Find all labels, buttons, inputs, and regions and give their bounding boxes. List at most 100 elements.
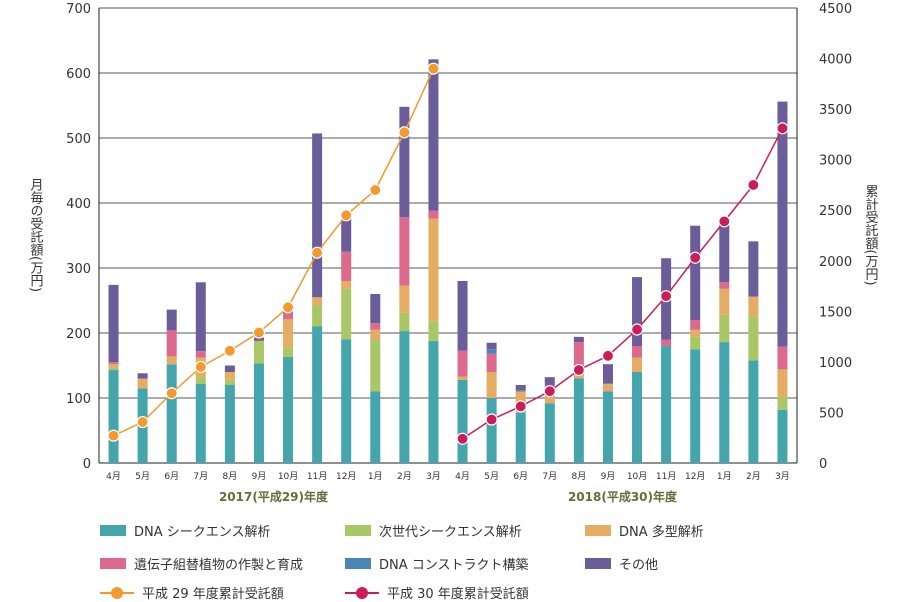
y-left-tick-label: 300 [66, 262, 91, 277]
bar-segment [108, 362, 119, 365]
bar-segment [224, 379, 235, 385]
x-tick-label: 5月 [484, 471, 499, 482]
x-tick-label: 11月 [307, 471, 327, 482]
y-right-tick-label: 4000 [819, 53, 852, 68]
bar-segment [690, 336, 701, 350]
bar-segment [457, 376, 468, 380]
bar-segment [253, 363, 264, 463]
bar-segment [108, 284, 119, 363]
cumulative-point [427, 62, 440, 75]
bar-segment [428, 340, 439, 463]
x-tick-label: 8月 [572, 471, 587, 482]
x-tick-label: 4月 [455, 471, 470, 482]
x-tick-label: 2月 [746, 471, 761, 482]
cumulative-point [776, 122, 789, 135]
bar-segment [166, 330, 177, 357]
y-left-tick-label: 700 [66, 2, 91, 17]
cumulative-point [311, 246, 324, 259]
bar-segment [573, 374, 584, 379]
bar-segment [719, 314, 730, 343]
bar-segment [515, 385, 526, 391]
cumulative-point [369, 183, 382, 197]
bar-segment [632, 372, 643, 463]
y-left-axis-title: 月毎の受託額(万円) [28, 178, 44, 292]
bar-segment [253, 337, 264, 341]
bar-segment [486, 372, 497, 398]
x-tick-label: 8月 [223, 471, 238, 482]
y-right-tick-label: 500 [819, 406, 844, 421]
bar-segment [341, 339, 352, 463]
bar-segment [544, 403, 555, 463]
cumulative-point [456, 432, 469, 445]
cumulative-point [514, 400, 527, 413]
cumulative-point [194, 360, 207, 374]
fiscal-year-label: 2017(平成29)年度 [219, 489, 329, 504]
cumulative-point [718, 215, 731, 228]
bar-segment [777, 101, 788, 347]
bar-segment [690, 225, 701, 320]
bar-segment [515, 412, 526, 463]
x-tick-label: 2月 [397, 471, 412, 482]
bar-segment [166, 309, 177, 331]
bar-segment [748, 241, 759, 297]
y-right-tick-label: 3000 [819, 154, 852, 169]
x-tick-label: 12月 [336, 471, 356, 482]
bar-segment [312, 133, 323, 298]
x-tick-label: 3月 [775, 471, 790, 482]
bar-segment [573, 378, 584, 463]
bar-segment [195, 282, 206, 352]
bar-segment [777, 369, 788, 397]
cumulative-point [689, 251, 702, 264]
bar-segment [399, 331, 410, 463]
bar-segment [777, 409, 788, 463]
cumulative-line [113, 68, 435, 437]
cumulative-point [398, 126, 411, 139]
x-tick-label: 5月 [135, 471, 150, 482]
bar-segment [748, 296, 759, 317]
bar-segment [719, 342, 730, 463]
bar-segment [283, 312, 294, 320]
bar-segment [719, 223, 730, 283]
bar-segment [486, 353, 497, 372]
bar-segment [573, 336, 584, 343]
x-tick-label: 10月 [627, 471, 647, 482]
x-tick-label: 6月 [164, 471, 179, 482]
cumulative-point [601, 349, 615, 362]
x-tick-label: 9月 [252, 471, 267, 482]
cumulative-point [165, 387, 178, 400]
cumulative-point [543, 385, 556, 398]
bar-segment [399, 285, 410, 313]
bar-segment [108, 364, 119, 368]
bar-segment [632, 357, 643, 372]
x-tick-label: 7月 [542, 471, 557, 482]
bar-segment [602, 364, 613, 384]
bar-segment [195, 377, 206, 384]
x-tick-label: 10月 [278, 471, 298, 482]
bar-segment [283, 347, 294, 358]
cumulative-point [485, 413, 498, 426]
bar-segment [341, 281, 352, 289]
cumulative-point [572, 363, 585, 377]
cumulative-point [136, 415, 149, 429]
y-left-tick-label: 0 [83, 457, 91, 472]
bar-segment [399, 106, 410, 218]
bar-segment [690, 349, 701, 463]
x-tick-label: 4月 [106, 471, 121, 482]
y-right-tick-label: 1500 [819, 305, 852, 320]
bar-segment [457, 281, 468, 351]
bar-segment [312, 297, 323, 306]
x-tick-label: 9月 [601, 471, 616, 482]
bar-segment [370, 391, 381, 463]
cumulative-point [107, 429, 120, 442]
bar-segment [399, 312, 410, 332]
bar-segment [224, 365, 235, 372]
bar-segment [166, 364, 177, 463]
cumulative-point [660, 290, 673, 303]
bar-segment [690, 320, 701, 330]
y-left-tick-label: 400 [66, 197, 91, 212]
cumulative-point [747, 178, 760, 192]
bar-segment [457, 350, 468, 377]
bar-segment [195, 383, 206, 463]
bar-segment [137, 378, 148, 389]
